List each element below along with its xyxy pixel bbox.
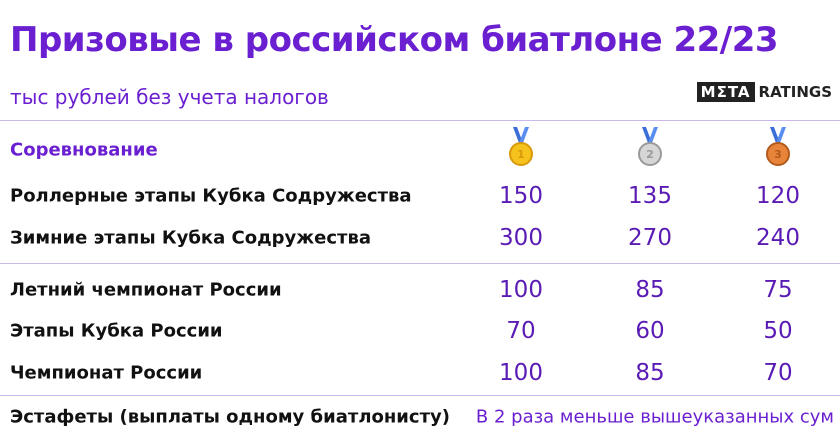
cell-value: 135 bbox=[628, 183, 672, 209]
cell-value: 85 bbox=[635, 360, 665, 386]
medal: 2 bbox=[638, 127, 662, 166]
divider bbox=[0, 395, 840, 396]
cell-value: 240 bbox=[756, 225, 800, 251]
row-name: Зимние этапы Кубка Содружества bbox=[10, 227, 372, 249]
cell-value: 50 bbox=[763, 318, 793, 344]
medal-number: 3 bbox=[774, 148, 782, 161]
divider bbox=[0, 263, 840, 264]
medal: 1 bbox=[509, 127, 533, 166]
row-name: Чемпионат России bbox=[10, 362, 203, 384]
title: Призовые в российском биатлоне 22/23 bbox=[10, 20, 779, 60]
row-note: В 2 раза меньше вышеуказанных сум bbox=[475, 406, 834, 428]
cell-value: 70 bbox=[506, 318, 536, 344]
cell-value: 300 bbox=[499, 225, 543, 251]
cell-value: 100 bbox=[499, 277, 543, 303]
row-name: Эстафеты (выплаты одному биатлонисту) bbox=[10, 406, 450, 428]
logo-left: MΣTA bbox=[696, 82, 755, 102]
logo: MΣTA RATINGS bbox=[696, 82, 832, 102]
medal-number: 1 bbox=[517, 148, 525, 161]
cell-value: 270 bbox=[628, 225, 672, 251]
cell-value: 70 bbox=[763, 360, 793, 386]
subtitle: тыс рублей без учета налогов bbox=[10, 85, 329, 109]
cell-value: 100 bbox=[499, 360, 543, 386]
cell-value: 60 bbox=[635, 318, 665, 344]
cell-value: 150 bbox=[499, 183, 543, 209]
row-name: Летний чемпионат России bbox=[10, 279, 282, 301]
cell-value: 120 bbox=[756, 183, 800, 209]
row-name: Роллерные этапы Кубка Содружества bbox=[10, 185, 412, 207]
cell-value: 85 bbox=[635, 277, 665, 303]
column-header: Соревнование bbox=[10, 139, 158, 161]
medal: 3 bbox=[766, 127, 790, 166]
divider bbox=[0, 120, 840, 121]
medal-number: 2 bbox=[646, 148, 654, 161]
logo-right: RATINGS bbox=[758, 83, 832, 101]
row-name: Этапы Кубка России bbox=[10, 320, 223, 342]
cell-value: 75 bbox=[763, 277, 793, 303]
